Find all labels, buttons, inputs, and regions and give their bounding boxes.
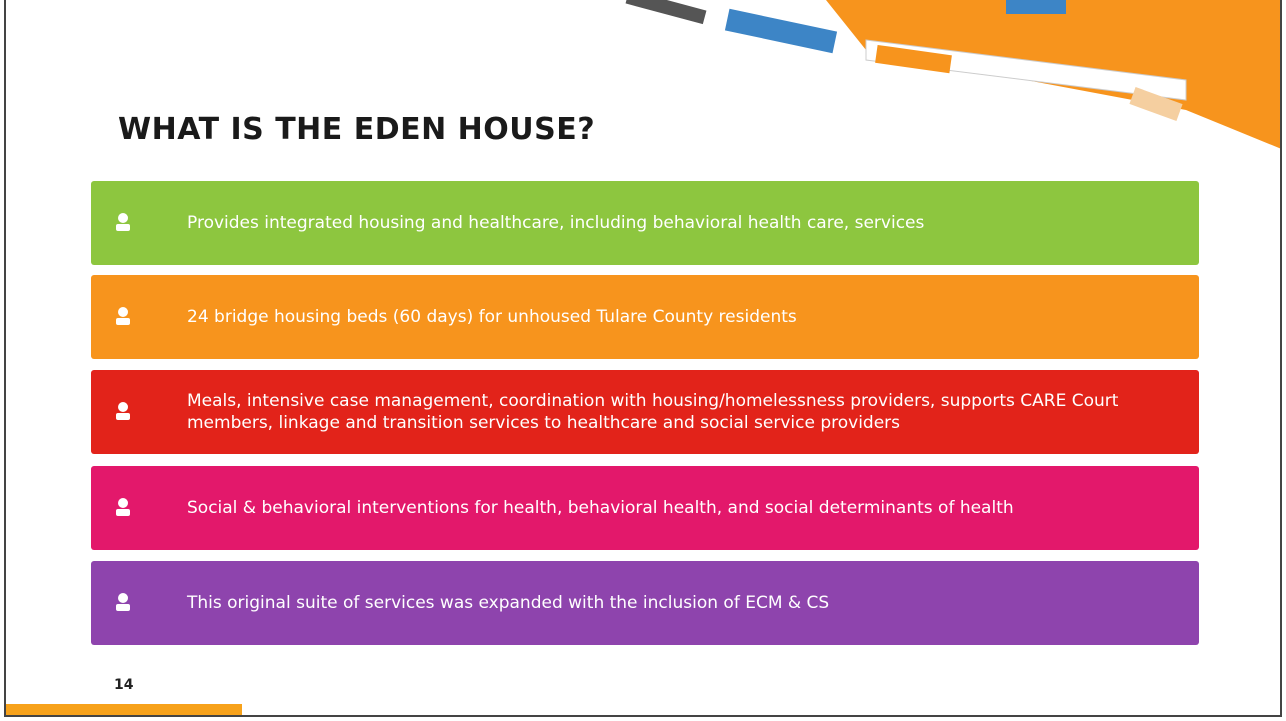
item-text: This original suite of services was expa… [187, 592, 829, 614]
item-icon [113, 497, 133, 517]
corner-tab [6, 704, 242, 717]
title: WHAT IS THE EDEN HOUSE? [118, 112, 595, 147]
service-item: This original suite of services was expa… [91, 561, 1199, 645]
item-icon [113, 401, 133, 421]
service-item: Social & behavioral interventions for he… [91, 466, 1199, 550]
slide-frame: WHAT IS THE EDEN HOUSE? Provides integra… [4, 0, 1282, 717]
item-icon [113, 592, 133, 612]
item-text: Meals, intensive case management, coordi… [187, 390, 1159, 434]
item-text: Social & behavioral interventions for he… [187, 497, 1014, 519]
item-text: Provides integrated housing and healthca… [187, 212, 924, 234]
item-text: 24 bridge housing beds (60 days) for unh… [187, 306, 797, 328]
item-icon [113, 306, 133, 326]
item-icon [113, 212, 133, 232]
service-item: 24 bridge housing beds (60 days) for unh… [91, 275, 1199, 359]
slide: WHAT IS THE EDEN HOUSE? Provides integra… [0, 0, 1286, 721]
service-item: Meals, intensive case management, coordi… [91, 370, 1199, 454]
page-number: 14 [114, 677, 133, 693]
service-item: Provides integrated housing and healthca… [91, 181, 1199, 265]
